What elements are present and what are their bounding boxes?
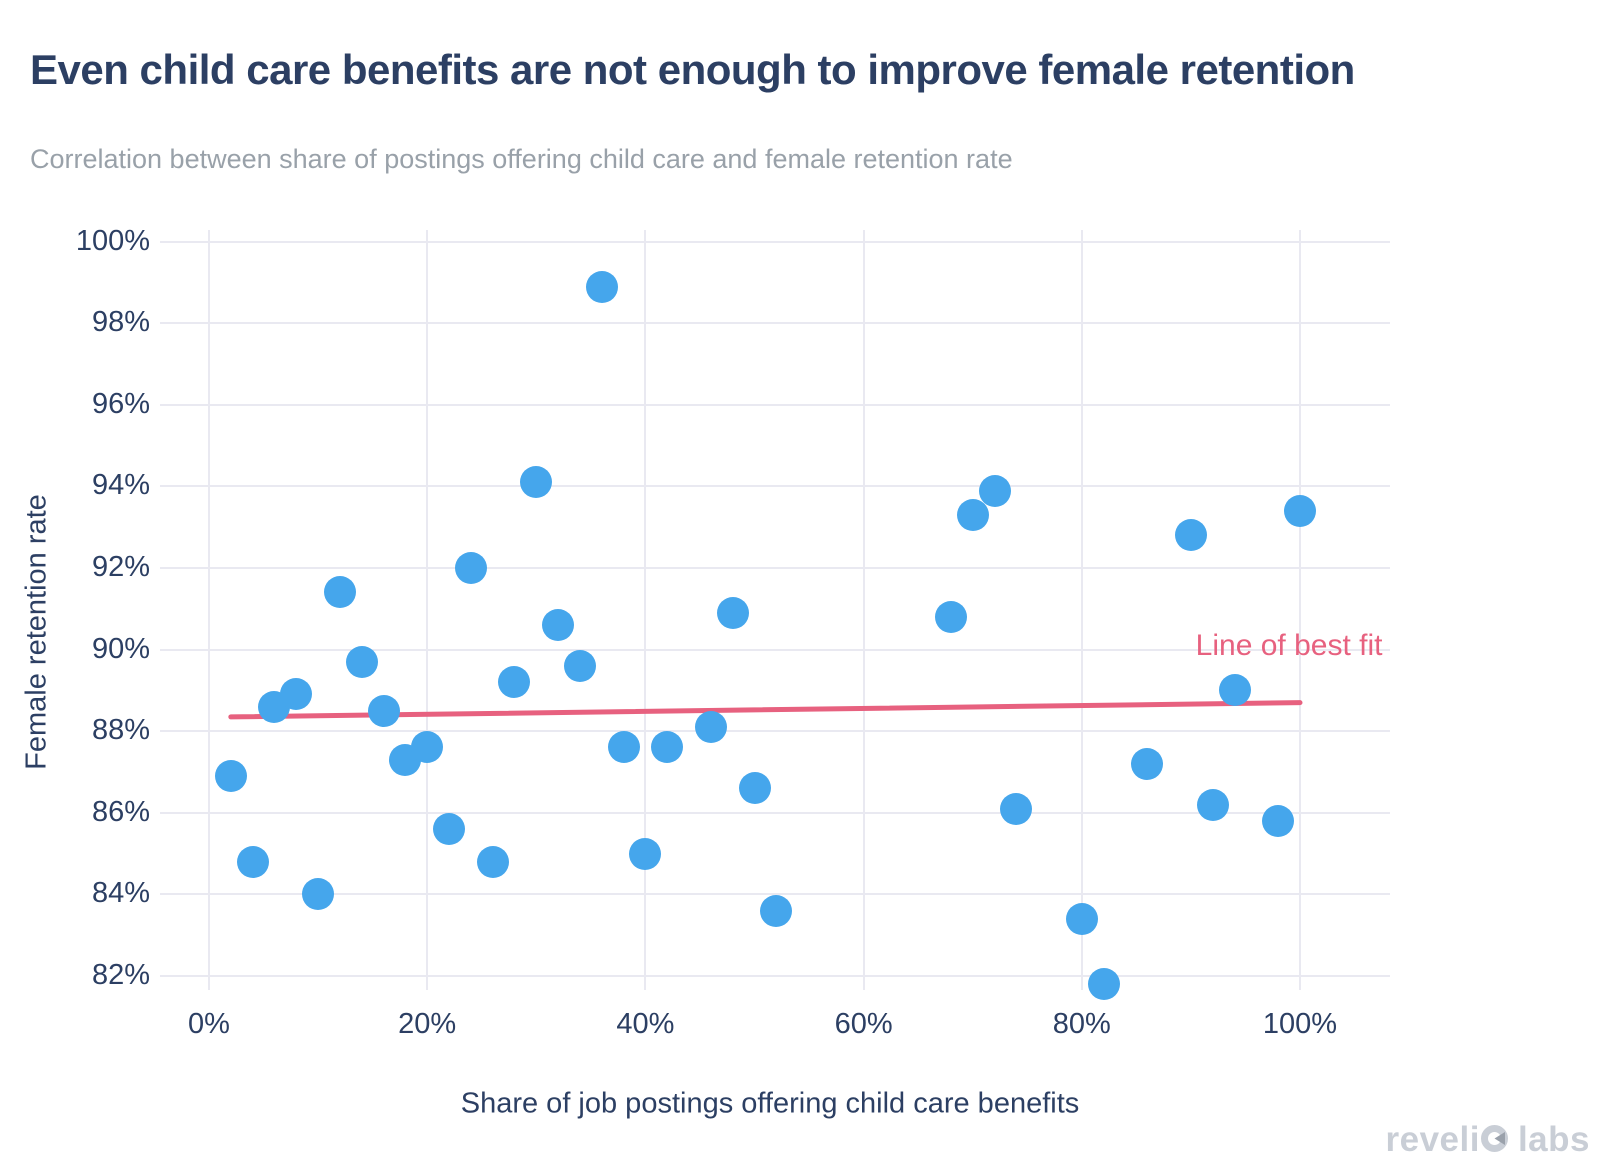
y-axis-title: Female retention rate [20, 494, 53, 770]
horizontal-gridline [160, 648, 1390, 651]
scatter-point [978, 474, 1011, 507]
vertical-gridline [426, 230, 429, 990]
x-tick-label: 40% [616, 1008, 675, 1040]
vertical-gridline [1080, 230, 1083, 990]
y-tick-label: 86% [91, 795, 150, 828]
y-tick-label: 84% [91, 877, 150, 910]
scatter-point [476, 845, 509, 878]
scatter-point [956, 498, 989, 531]
scatter-point [520, 466, 553, 499]
scatter-point [454, 552, 487, 585]
x-axis-title: Share of job postings offering child car… [460, 1087, 1080, 1120]
y-tick-label: 82% [91, 958, 150, 991]
scatter-point [563, 649, 596, 682]
y-tick-label: 96% [91, 387, 150, 420]
scatter-point [214, 760, 247, 793]
scatter-point [651, 731, 684, 764]
scatter-point [542, 609, 575, 642]
logo-text-part2: labs [1517, 1119, 1590, 1159]
scatter-point [934, 600, 967, 633]
vertical-gridline [644, 230, 647, 990]
y-tick-label: 88% [91, 714, 150, 747]
scatter-point [1065, 902, 1098, 935]
revelio-labs-logo: reveli labs [1385, 1118, 1590, 1161]
scatter-point [345, 645, 378, 678]
scatter-point [498, 666, 531, 699]
x-tick-label: 20% [398, 1008, 457, 1040]
x-tick-label: 100% [1262, 1008, 1338, 1040]
scatter-point [302, 878, 335, 911]
scatter-point [607, 731, 640, 764]
y-tick-label: 100% [75, 224, 150, 257]
scatter-point [236, 845, 269, 878]
x-tick-label: 0% [188, 1008, 230, 1040]
y-tick-label: 94% [91, 469, 150, 502]
horizontal-gridline [160, 893, 1390, 896]
horizontal-gridline [160, 567, 1390, 570]
y-tick-label: 98% [91, 306, 150, 339]
horizontal-gridline [160, 811, 1390, 814]
scatter-point [629, 837, 662, 870]
scatter-point [1262, 804, 1295, 837]
horizontal-gridline [160, 240, 1390, 243]
best-fit-line [228, 700, 1303, 720]
chart-title: Even child care benefits are not enough … [30, 46, 1355, 93]
vertical-gridline [862, 230, 865, 990]
scatter-point [367, 694, 400, 727]
y-tick-label: 92% [91, 551, 150, 584]
logo-text-part1: reveli [1385, 1119, 1480, 1159]
scatter-point [760, 894, 793, 927]
y-tick-label: 90% [91, 632, 150, 665]
scatter-point [433, 813, 466, 846]
scatter-point [1218, 674, 1251, 707]
scatter-point [1087, 968, 1120, 1001]
chart-subtitle: Correlation between share of postings of… [30, 144, 1013, 174]
x-tick-label: 60% [834, 1008, 893, 1040]
revelio-o-icon [1480, 1121, 1508, 1161]
scatter-point [411, 731, 444, 764]
scatter-point [1131, 747, 1164, 780]
best-fit-label: Line of best fit [1195, 628, 1383, 662]
scatter-point [1196, 788, 1229, 821]
vertical-gridline [1299, 230, 1301, 990]
x-tick-label: 80% [1052, 1008, 1111, 1040]
scatter-point [694, 711, 727, 744]
horizontal-gridline [160, 322, 1390, 325]
vertical-gridline [208, 230, 210, 990]
scatter-point [1000, 792, 1033, 825]
horizontal-gridline [160, 485, 1390, 488]
scatter-point [585, 270, 618, 303]
scatter-point [738, 772, 771, 805]
scatter-point [1174, 519, 1207, 552]
plot-area: Line of best fit [160, 230, 1390, 1001]
scatter-point [280, 678, 313, 711]
scatter-point [716, 596, 749, 629]
scatter-point [323, 576, 356, 609]
horizontal-gridline [160, 974, 1390, 977]
horizontal-gridline [160, 730, 1390, 733]
horizontal-gridline [160, 403, 1390, 406]
scatter-point [1284, 494, 1316, 527]
